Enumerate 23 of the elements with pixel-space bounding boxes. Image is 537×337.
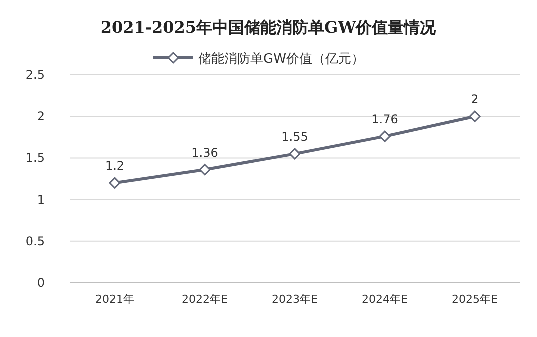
point <box>469 110 481 122</box>
legend-label: 储能消防单GW价值（亿元） <box>198 52 364 67</box>
x-tick-label: 2023年E <box>272 293 318 306</box>
data-label: 2 <box>471 92 479 107</box>
y-tick-label: 1.5 <box>26 151 45 166</box>
point <box>109 177 121 189</box>
data-label: 1.76 <box>372 112 398 127</box>
data-label: 1.2 <box>105 159 125 174</box>
y-tick-label: 1 <box>37 192 45 207</box>
y-tick-label: 2.5 <box>26 68 45 82</box>
y-tick-label: 0 <box>37 276 45 290</box>
point <box>289 148 301 160</box>
point <box>199 164 211 176</box>
x-tick-label: 2022年E <box>182 293 228 306</box>
data-label: 1.55 <box>282 130 308 144</box>
x-tick-label: 2025年E <box>452 293 498 306</box>
y-tick-label: 2 <box>37 110 45 124</box>
point <box>379 130 391 142</box>
y-tick-label: 0.5 <box>26 234 45 248</box>
chart-title: 2021-2025年中国储能消防单GW价值量情况 <box>100 18 438 37</box>
x-tick-label: 2021年 <box>96 293 134 306</box>
x-tick-label: 2024年E <box>362 293 408 306</box>
data-label: 1.36 <box>192 146 218 160</box>
